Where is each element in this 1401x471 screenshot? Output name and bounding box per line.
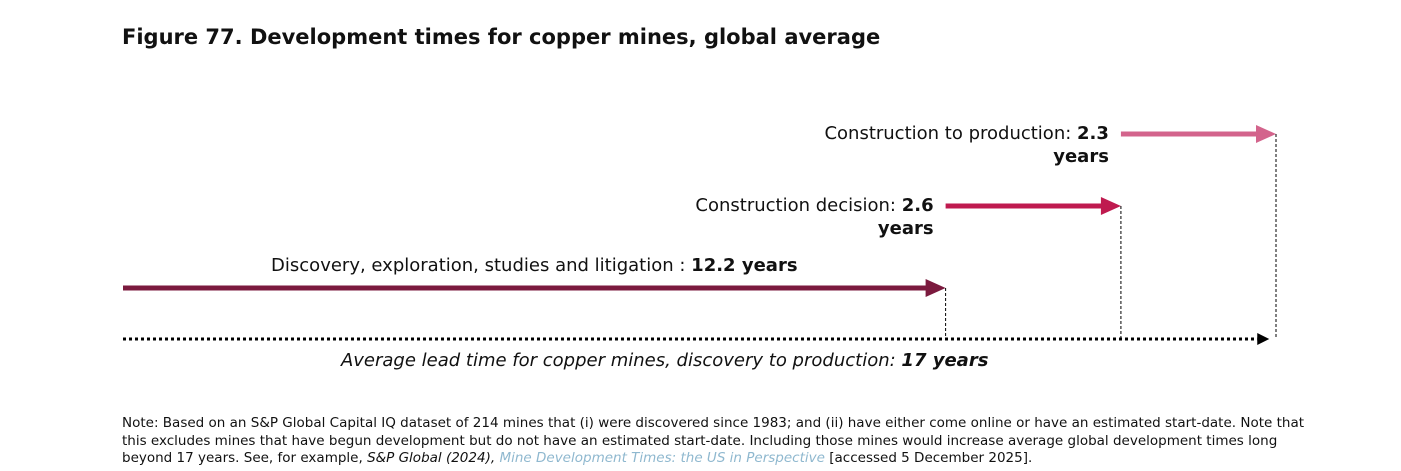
arrow	[123, 279, 946, 297]
total-value-label: 17 years	[901, 350, 989, 371]
total-text: Average lead time for copper mines, disc…	[123, 349, 988, 372]
segment-value-label: 2.6 years	[877, 195, 934, 239]
segment-text: Construction decision: 2.6 years	[634, 194, 934, 240]
arrow	[1120, 125, 1276, 143]
note-accessed: [accessed 5 December 2025].	[829, 450, 1033, 466]
note-source: S&P Global (2024),	[367, 450, 496, 466]
segment-value-label: 2.3 years	[1053, 123, 1109, 167]
note: Note: Based on an S&P Global Capital IQ …	[122, 415, 1312, 468]
arrow	[945, 197, 1121, 215]
total-label: Average lead time for copper mines, disc…	[340, 350, 896, 371]
note-link[interactable]: Mine Development Times: the US in Perspe…	[499, 450, 825, 466]
segment-label: Construction decision:	[695, 195, 896, 216]
segment-value-label: 12.2 years	[691, 255, 798, 276]
note-text: Note: Based on an S&P Global Capital IQ …	[122, 415, 1305, 466]
segment-label: Construction to production:	[824, 123, 1072, 144]
segment-text: Discovery, exploration, studies and liti…	[123, 254, 946, 277]
segment-text: Construction to production: 2.3 years	[809, 122, 1109, 168]
segment-label: Discovery, exploration, studies and liti…	[271, 255, 686, 276]
chart-title: Figure 77. Development times for copper …	[122, 25, 881, 49]
total-head	[1257, 333, 1270, 345]
